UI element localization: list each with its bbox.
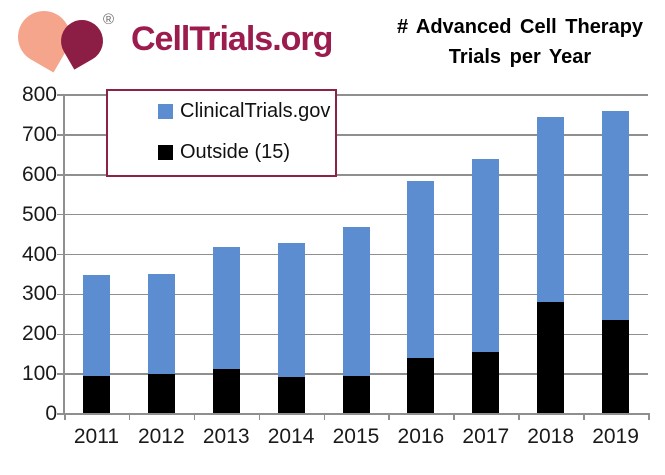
gridline-800 bbox=[64, 94, 648, 96]
bar-segment-2014-clinicaltrials-gov bbox=[277, 242, 305, 377]
y-axis-tick-200 bbox=[57, 333, 64, 335]
gridline-700 bbox=[64, 134, 648, 136]
bar-segment-2016-clinicaltrials-gov bbox=[407, 181, 435, 358]
bar-segment-2019-clinicaltrials-gov bbox=[602, 110, 630, 320]
registered-trademark-icon: ® bbox=[103, 11, 115, 28]
y-axis-tick-700 bbox=[57, 134, 64, 136]
legend-label-outside: Outside (15) bbox=[180, 141, 291, 163]
chart-legend: ClinicalTrials.gov Outside (15) bbox=[106, 89, 337, 177]
y-axis-label-0: 0 bbox=[45, 402, 57, 425]
chart-title: # Advanced Cell Therapy Trials per Year bbox=[380, 12, 660, 72]
y-axis-tick-500 bbox=[57, 213, 64, 216]
x-axis-label-2012: 2012 bbox=[137, 425, 185, 448]
y-axis-tick-300 bbox=[57, 293, 64, 296]
x-axis-label-2017: 2017 bbox=[462, 425, 510, 448]
x-axis-tick bbox=[128, 414, 131, 420]
x-axis-tick bbox=[518, 414, 520, 420]
gridline-500 bbox=[64, 213, 648, 216]
bar-segment-2014-outside-15- bbox=[277, 376, 305, 414]
x-axis-tick bbox=[388, 414, 390, 420]
y-axis-label-700: 700 bbox=[21, 122, 57, 146]
legend-label-clinicaltrials: ClinicalTrials.gov bbox=[180, 100, 331, 122]
bar-segment-2011-clinicaltrials-gov bbox=[82, 275, 110, 377]
y-axis-label-600: 600 bbox=[21, 162, 57, 186]
y-axis-label-100: 100 bbox=[21, 362, 57, 386]
x-axis-tick bbox=[323, 414, 326, 420]
legend-item-outside: Outside (15) bbox=[158, 141, 335, 164]
brand-name: CellTrials.org bbox=[131, 20, 333, 58]
x-axis-label-2013: 2013 bbox=[202, 425, 250, 448]
x-axis-tick bbox=[64, 414, 66, 420]
bar-segment-2017-clinicaltrials-gov bbox=[472, 159, 500, 352]
bar-segment-2018-clinicaltrials-gov bbox=[537, 116, 565, 302]
y-axis-label-500: 500 bbox=[21, 202, 57, 226]
bar-segment-2013-clinicaltrials-gov bbox=[212, 247, 240, 369]
x-axis-line bbox=[57, 413, 650, 415]
bar-segment-2018-outside-15- bbox=[537, 301, 565, 414]
legend-swatch-blue-icon bbox=[158, 104, 173, 119]
x-axis-tick bbox=[258, 414, 261, 420]
x-axis-label-2018: 2018 bbox=[527, 425, 575, 448]
gridline-600 bbox=[64, 174, 648, 176]
x-axis-tick bbox=[193, 414, 196, 420]
y-axis-tick-100 bbox=[57, 373, 64, 375]
bar-segment-2019-outside-15- bbox=[602, 319, 630, 414]
bar-segment-2017-outside-15- bbox=[472, 351, 500, 414]
bar-segment-2011-outside-15- bbox=[82, 376, 110, 414]
x-axis-label-2019: 2019 bbox=[592, 425, 639, 448]
x-axis-label-2015: 2015 bbox=[332, 425, 380, 448]
y-axis-label-300: 300 bbox=[21, 282, 57, 306]
bar-segment-2012-clinicaltrials-gov bbox=[147, 273, 175, 375]
legend-swatch-black-icon bbox=[158, 145, 173, 160]
x-axis-tick bbox=[583, 414, 585, 420]
y-axis-tick-400 bbox=[57, 253, 64, 256]
x-axis-tick bbox=[648, 414, 650, 420]
bar-segment-2016-outside-15- bbox=[407, 357, 435, 414]
chart-title-line1: # Advanced Cell Therapy bbox=[396, 16, 644, 38]
chart-title-line2: Trials per Year bbox=[448, 46, 592, 68]
x-axis-tick bbox=[453, 414, 455, 420]
y-axis-label-400: 400 bbox=[21, 242, 57, 266]
bar-segment-2015-clinicaltrials-gov bbox=[342, 226, 370, 376]
y-axis-label-800: 800 bbox=[21, 83, 57, 106]
legend-item-clinicaltrials: ClinicalTrials.gov bbox=[158, 100, 335, 123]
bar-segment-2015-outside-15- bbox=[342, 375, 370, 414]
y-axis-tick-800 bbox=[57, 94, 64, 96]
x-axis-label-2016: 2016 bbox=[397, 425, 445, 448]
x-axis-label-2011: 2011 bbox=[73, 425, 120, 448]
y-axis-label-200: 200 bbox=[21, 322, 57, 346]
bar-segment-2012-outside-15- bbox=[147, 374, 175, 414]
y-axis-tick-600 bbox=[57, 174, 64, 176]
y-axis-line bbox=[63, 95, 65, 414]
bar-segment-2013-outside-15- bbox=[212, 368, 240, 414]
x-axis-label-2014: 2014 bbox=[267, 425, 315, 448]
